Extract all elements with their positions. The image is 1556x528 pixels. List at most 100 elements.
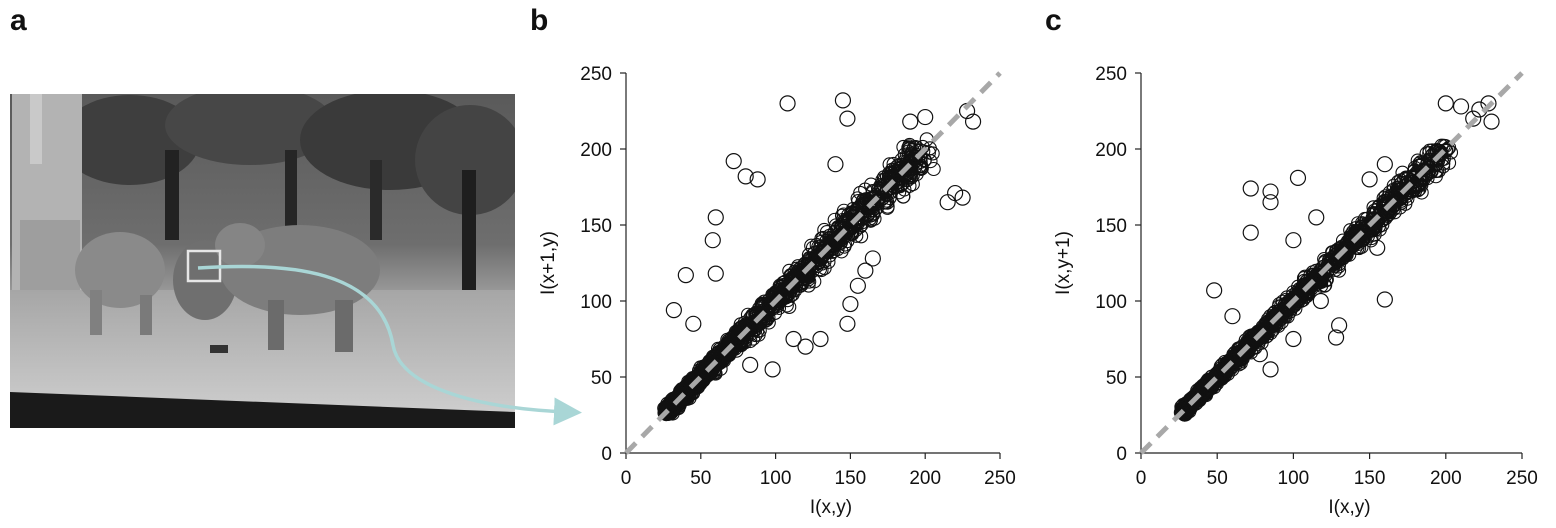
scatter-point [722, 341, 739, 358]
x-tick-label: 200 [1430, 468, 1462, 489]
panel-label-b: b [530, 4, 549, 37]
scatter-point [814, 262, 829, 278]
x-tick-label: 50 [1207, 468, 1228, 489]
scatter-point [1254, 323, 1272, 340]
scatter-point [1442, 155, 1457, 170]
scatter-point [1254, 335, 1269, 350]
scatter-point [1342, 237, 1357, 252]
scatter-point [764, 361, 781, 378]
y-tick-label: 0 [1116, 444, 1127, 465]
scatter-point [1376, 198, 1393, 215]
scatter-point [692, 365, 709, 383]
scatter-point [685, 315, 702, 332]
identity-diagonal-line [624, 71, 1002, 455]
x-tick-label: 100 [1278, 468, 1310, 489]
scatter-point [1262, 183, 1279, 200]
scatter-point [749, 171, 766, 188]
scatter-point [1239, 338, 1256, 355]
scatter-point [707, 350, 724, 367]
scatter-chart-c: 0 50 100 150 200 250 0 50 100 150 200 250 I(x,y) I(x,… [1053, 64, 1538, 518]
scatter-point [1331, 317, 1348, 334]
y-tick-label: 200 [1095, 140, 1127, 161]
scatter-point [1308, 209, 1325, 226]
scatter-point [1191, 386, 1206, 401]
scatter-point [1224, 308, 1241, 325]
scatter-point [779, 298, 794, 313]
scatter-point [741, 319, 756, 334]
scatter-point [797, 338, 814, 355]
y-tick-label: 150 [580, 216, 612, 237]
scatter-point [1396, 184, 1411, 199]
scatter-point [902, 113, 919, 130]
scatter-point [812, 250, 829, 267]
y-tick-label: 50 [1106, 368, 1127, 389]
scatter-point [1331, 245, 1348, 262]
scatter-point [1332, 263, 1347, 278]
panel-label-a: a [10, 4, 27, 37]
scatter-point [902, 142, 917, 157]
scatter-point [862, 211, 878, 226]
scatter-point [817, 254, 832, 269]
scatter-point [896, 189, 911, 204]
scatter-point [794, 265, 810, 280]
x-tick-label: 200 [909, 468, 941, 489]
scatter-point [1235, 345, 1250, 360]
scatter-point [1312, 292, 1329, 310]
scatter-point [1430, 145, 1447, 162]
scatter-point [1369, 239, 1386, 256]
scatter-point [1391, 186, 1409, 203]
scatter-point [839, 315, 856, 332]
scatter-point [1285, 232, 1302, 249]
scatter-point [822, 241, 837, 256]
scatter-point [1407, 168, 1424, 185]
scatter-point [1251, 346, 1268, 363]
scatter-point [692, 373, 707, 388]
scatter-point [1437, 95, 1454, 112]
x-tick-label: 0 [621, 468, 632, 489]
scatter-point [725, 153, 742, 170]
y-tick-label: 150 [1095, 216, 1127, 237]
x-tick-label: 50 [690, 468, 711, 489]
scatter-point [1398, 170, 1414, 185]
scatter-point [742, 356, 759, 373]
scatter-point [1366, 212, 1381, 227]
scatter-point [1224, 352, 1241, 369]
x-tick-label: 100 [760, 468, 792, 489]
scatter-point [954, 189, 971, 206]
scatter-point [707, 209, 724, 226]
scatter-point [797, 266, 812, 281]
x-axis-label: I(x,y) [1328, 497, 1370, 518]
scatter-point [752, 311, 769, 328]
scatter-point [1262, 361, 1279, 378]
scatter-point [811, 248, 826, 263]
scatter-point [685, 376, 702, 393]
scatter-point [737, 320, 754, 337]
y-tick-label: 50 [591, 368, 612, 389]
scatter-point [925, 146, 940, 161]
y-axis-label: I(x,y+1) [1053, 231, 1074, 295]
scatter-point [863, 212, 879, 227]
y-tick-label: 250 [1095, 64, 1127, 85]
scatter-point [964, 113, 982, 130]
scatter-point [834, 92, 852, 109]
scatter-point [1361, 216, 1378, 234]
scatter-point-cloud [1173, 138, 1459, 422]
y-tick-label: 250 [580, 64, 612, 85]
scatter-point [1315, 259, 1332, 276]
scatter-point [1483, 113, 1500, 130]
scatter-point [677, 267, 694, 284]
scatter-chart-b: 0 50 100 150 200 250 0 50 100 150 200 250 I(x,y) I(x+… [538, 64, 1016, 518]
scatter-point [1236, 343, 1251, 358]
scatter-point [737, 168, 754, 185]
scatter-point [1285, 330, 1302, 348]
elephants-photo [10, 94, 515, 428]
scatter-point [894, 152, 909, 167]
scatter-point [667, 397, 682, 412]
scatter-point [659, 401, 674, 416]
scatter-point [668, 396, 683, 411]
y-tick-label: 100 [580, 292, 612, 313]
scatter-point [1221, 357, 1236, 372]
x-tick-label: 150 [835, 468, 867, 489]
scatter-point [1206, 282, 1223, 299]
